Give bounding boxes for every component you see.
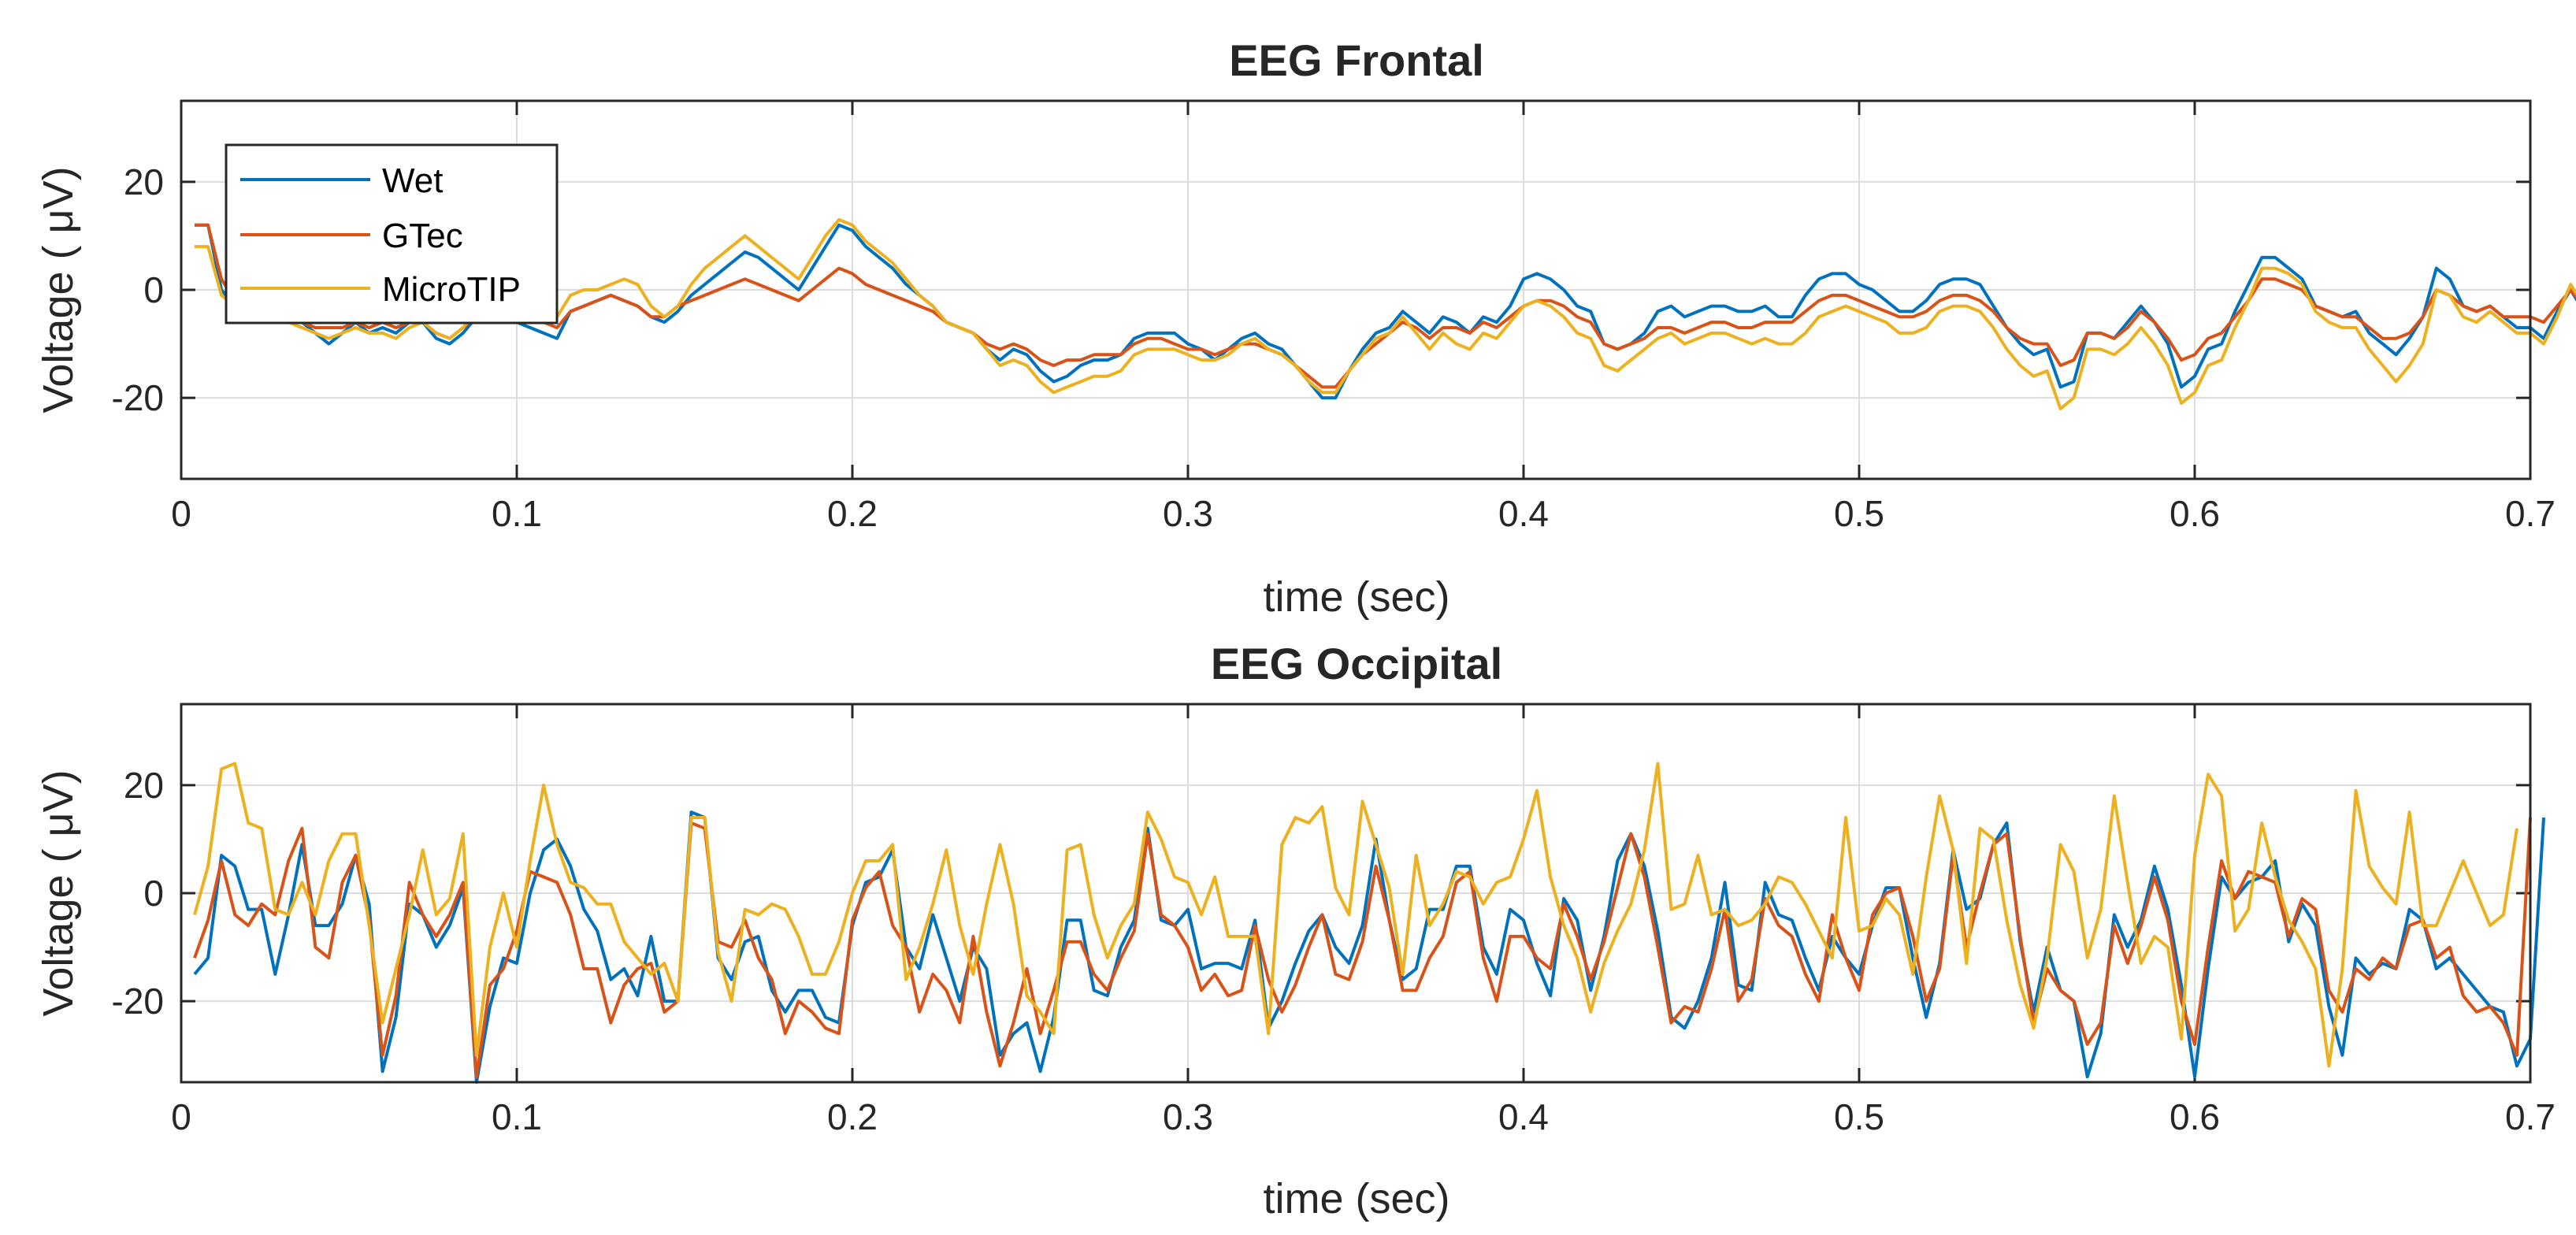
axes-frame bbox=[180, 99, 2532, 480]
x-tick-label: 0.7 bbox=[2505, 1096, 2556, 1137]
x-tick-label: 0.5 bbox=[1834, 1096, 1884, 1137]
x-tick-label: 0 bbox=[171, 493, 191, 534]
x-tick-label: 0.4 bbox=[1498, 1096, 1549, 1137]
series-layer bbox=[193, 762, 2545, 1084]
y-tick-label: 20 bbox=[124, 765, 164, 806]
x-tick-label: 0.3 bbox=[1163, 1096, 1213, 1137]
x-tick-label: 0.3 bbox=[1163, 493, 1213, 534]
y-tick-label: 0 bbox=[143, 269, 164, 310]
axes-frame bbox=[180, 703, 2532, 1084]
x-axis-label: time (sec) bbox=[1263, 1175, 1449, 1222]
legend-label-microtip: MicroTIP bbox=[382, 270, 521, 309]
x-tick-label: 0.2 bbox=[827, 1096, 878, 1137]
x-tick-label: 0.1 bbox=[492, 1096, 542, 1137]
legend: Wet GTec MicroTIP bbox=[225, 143, 559, 325]
chart-occipital: EEG Occipital 0 0.1 0.2 0.3 0.4 0.5 0.6 0.7-200… bbox=[35, 639, 2556, 1222]
legend-label-wet: Wet bbox=[382, 161, 443, 200]
series-layer bbox=[195, 217, 2576, 410]
chart-title: EEG Frontal bbox=[1229, 35, 1484, 85]
y-tick-label: -20 bbox=[112, 981, 164, 1022]
chart-title: EEG Occipital bbox=[1211, 639, 1502, 688]
y-axis-label: Voltage ( μV) bbox=[35, 770, 82, 1016]
tick-layer: 0 0.1 0.2 0.3 0.4 0.5 0.6 0.7 -20 0 20 bbox=[112, 101, 2556, 534]
legend-label-gtec: GTec bbox=[382, 217, 463, 255]
x-axis-label: time (sec) bbox=[1263, 573, 1449, 621]
chart-frontal: EEG Frontal 0 0.1 0.2 0.3 0.4 0.5 0.6 0.7 -20 0 20… bbox=[35, 35, 2576, 621]
grid-layer bbox=[181, 704, 2530, 1082]
x-tick-label: 0.1 bbox=[492, 493, 542, 534]
y-tick-label: 20 bbox=[124, 161, 164, 202]
x-tick-label: 0.7 bbox=[2505, 493, 2556, 534]
x-tick-label: 0.6 bbox=[2170, 1096, 2220, 1137]
series-line-microtip bbox=[195, 217, 2576, 410]
y-tick-label: -20 bbox=[112, 377, 164, 418]
x-tick-label: 0.5 bbox=[1834, 493, 1884, 534]
y-axis-label: Voltage ( μV) bbox=[35, 166, 82, 413]
series-line-microtip bbox=[193, 762, 2518, 1068]
series-line-wet bbox=[193, 810, 2545, 1084]
tick-layer: 0 0.1 0.2 0.3 0.4 0.5 0.6 0.7 -20 0 20 bbox=[112, 704, 2556, 1137]
x-tick-label: 0 bbox=[171, 1096, 191, 1137]
grid-layer bbox=[181, 101, 2530, 479]
series-line-gtec bbox=[193, 817, 2532, 1079]
x-tick-label: 0.2 bbox=[827, 493, 878, 534]
y-tick-label: 0 bbox=[143, 873, 164, 914]
x-tick-label: 0.6 bbox=[2170, 493, 2220, 534]
x-tick-label: 0.4 bbox=[1498, 493, 1549, 534]
